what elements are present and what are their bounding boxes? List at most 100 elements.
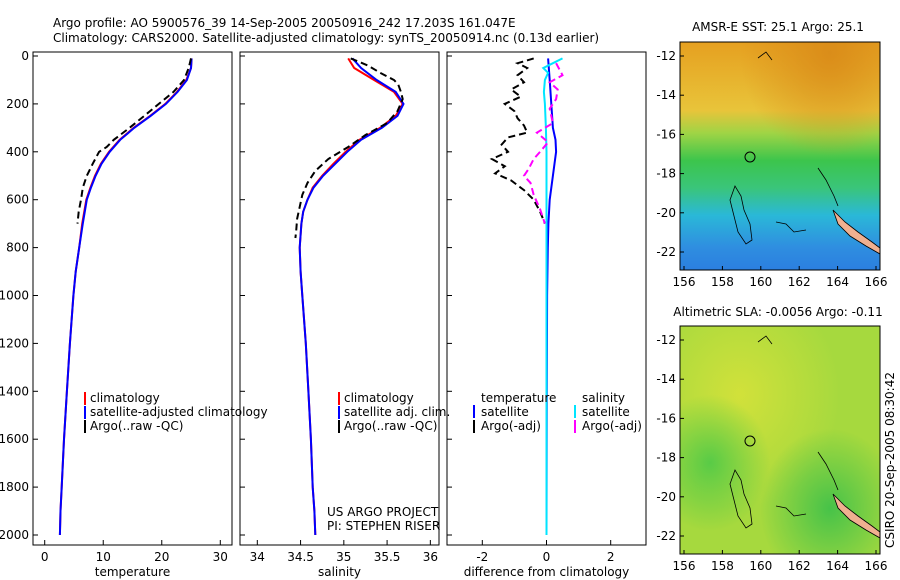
timestamp-stamp: CSIRO 20-Sep-2005 08:30:42 bbox=[883, 372, 897, 548]
salinity-legend: climatology satellite adj. clim. Argo(..… bbox=[338, 391, 450, 433]
sst-map-frame bbox=[679, 41, 881, 271]
map-y-tick-label: -22 bbox=[656, 529, 676, 543]
y-tick-label: 1000 bbox=[0, 289, 29, 303]
legend-salinity-title: salinity bbox=[582, 391, 625, 405]
legend-argo-label: Argo(..raw -QC) bbox=[90, 419, 183, 433]
y-tick-label: 1200 bbox=[0, 336, 29, 350]
x-tick-label: 0 bbox=[41, 550, 49, 564]
legend-satellite-label: satellite-adjusted climatology bbox=[90, 405, 268, 419]
x-tick-label: 20 bbox=[154, 550, 169, 564]
sla-map-axes: 156 158 160 162 164 166 -12 -14 -16 -18 -20 -22 bbox=[656, 333, 887, 573]
y-tick-label: 600 bbox=[6, 193, 29, 207]
legend-sal-argo-label: Argo(-adj) bbox=[582, 419, 642, 433]
temperature-profile-panel: 0 10 20 30 0 200 400 600 800 1000 1200 1400 1600 1800… bbox=[0, 49, 233, 579]
legend-temperature-title: temperature bbox=[481, 391, 556, 405]
difference-legend: temperature satellite Argo(-adj) salinit… bbox=[473, 391, 642, 433]
x-tick-label: 34 bbox=[250, 550, 265, 564]
map-y-tick-label: -22 bbox=[656, 245, 676, 259]
small-islands-contour bbox=[757, 335, 807, 517]
x-tick-label: 30 bbox=[213, 550, 228, 564]
island-shape bbox=[832, 209, 880, 255]
island-shape bbox=[832, 493, 880, 539]
y-tick-label: 200 bbox=[6, 97, 29, 111]
y-tick-label: 0 bbox=[21, 49, 29, 63]
project-annotation-line1: US ARGO PROJECT bbox=[327, 505, 439, 519]
header-title-line2: Climatology: CARS2000. Satellite-adjuste… bbox=[53, 31, 599, 45]
map-x-tick-label: 158 bbox=[711, 275, 734, 289]
argo-location-marker bbox=[744, 435, 756, 447]
map-x-tick-label: 160 bbox=[749, 275, 772, 289]
series-line-temperature-argo-adj bbox=[489, 57, 546, 224]
map-x-tick-label: 164 bbox=[826, 275, 849, 289]
map-y-tick-label: -16 bbox=[656, 411, 676, 425]
plot-frame bbox=[32, 51, 233, 546]
map-x-tick-label: 160 bbox=[749, 559, 772, 573]
x-tick-label: 2 bbox=[607, 550, 615, 564]
map-y-tick-label: -20 bbox=[656, 206, 676, 220]
map-y-tick-label: -16 bbox=[656, 127, 676, 141]
map-x-tick-label: 156 bbox=[673, 559, 696, 573]
y-tick-label: 400 bbox=[6, 145, 29, 159]
x-tick-label: 36 bbox=[423, 550, 438, 564]
x-axis-label: difference from climatology bbox=[464, 565, 630, 579]
x-tick-label: 35.5 bbox=[374, 550, 401, 564]
legend-temp-satellite-label: satellite bbox=[481, 405, 529, 419]
series-line-argo-raw-qc bbox=[76, 58, 192, 224]
sst-map-axes: 156 158 160 162 164 166 -12 -14 -16 -18 -20 -22 bbox=[656, 49, 887, 289]
series-line-salinity-satellite bbox=[541, 57, 563, 535]
y-tick-label: 800 bbox=[6, 241, 29, 255]
map-y-tick-label: -20 bbox=[656, 490, 676, 504]
y-tick-label: 2000 bbox=[0, 528, 29, 542]
legend-temp-argo-label: Argo(-adj) bbox=[481, 419, 541, 433]
series-line-salinity-argo-adj bbox=[522, 62, 564, 224]
series-line-climatology bbox=[298, 57, 404, 536]
series-line-satellite-adjusted-climatology bbox=[58, 58, 193, 536]
map-y-tick-label: -18 bbox=[656, 167, 676, 181]
y-tick-label: 1800 bbox=[0, 480, 29, 494]
map-x-tick-label: 166 bbox=[865, 559, 888, 573]
plot-frame bbox=[239, 51, 440, 546]
project-annotation-line2: PI: STEPHEN RISER bbox=[327, 519, 440, 533]
map-x-tick-label: 158 bbox=[711, 559, 734, 573]
x-tick-label: 0 bbox=[543, 550, 551, 564]
argo-location-marker bbox=[744, 151, 756, 163]
map-x-tick-label: 166 bbox=[865, 275, 888, 289]
y-tick-label: 1400 bbox=[0, 384, 29, 398]
series-line-temperature-satellite bbox=[545, 58, 558, 536]
sla-map-frame bbox=[679, 325, 881, 555]
legend-argo-label: Argo(..raw -QC) bbox=[344, 419, 437, 433]
sla-map-title: Altimetric SLA: -0.0056 Argo: -0.11 bbox=[673, 305, 882, 319]
legend-satellite-label: satellite adj. clim. bbox=[344, 405, 450, 419]
sla-map bbox=[679, 325, 881, 555]
sst-map bbox=[679, 41, 881, 271]
coastline-contour bbox=[729, 185, 753, 245]
island-contour bbox=[817, 451, 839, 491]
legend-sal-satellite-label: satellite bbox=[582, 405, 630, 419]
coastline-contour bbox=[729, 469, 753, 529]
map-x-tick-label: 164 bbox=[826, 559, 849, 573]
header-title-line1: Argo profile: AO 5900576_39 14-Sep-2005 … bbox=[53, 16, 516, 30]
x-tick-label: 10 bbox=[96, 550, 111, 564]
y-tick-label: 1600 bbox=[0, 432, 29, 446]
legend-climatology-label: climatology bbox=[90, 391, 160, 405]
legend-climatology-label: climatology bbox=[344, 391, 414, 405]
map-x-tick-label: 156 bbox=[673, 275, 696, 289]
x-tick-label: 35 bbox=[336, 550, 351, 564]
x-tick-label: 34.5 bbox=[287, 550, 314, 564]
temperature-legend: climatology satellite-adjusted climatolo… bbox=[84, 391, 268, 433]
small-islands-contour bbox=[757, 51, 807, 233]
map-x-tick-label: 162 bbox=[788, 559, 811, 573]
series-line-satellite-adj-clim bbox=[298, 57, 405, 536]
x-tick-label: -2 bbox=[476, 550, 488, 564]
map-y-tick-label: -18 bbox=[656, 451, 676, 465]
map-y-tick-label: -12 bbox=[656, 333, 676, 347]
map-x-tick-label: 162 bbox=[788, 275, 811, 289]
island-contour bbox=[817, 167, 839, 207]
map-y-tick-label: -14 bbox=[656, 88, 676, 102]
sst-map-title: AMSR-E SST: 25.1 Argo: 25.1 bbox=[692, 20, 864, 34]
x-axis-label: temperature bbox=[95, 565, 170, 579]
x-axis-label: salinity bbox=[318, 565, 361, 579]
map-y-tick-label: -14 bbox=[656, 372, 676, 386]
